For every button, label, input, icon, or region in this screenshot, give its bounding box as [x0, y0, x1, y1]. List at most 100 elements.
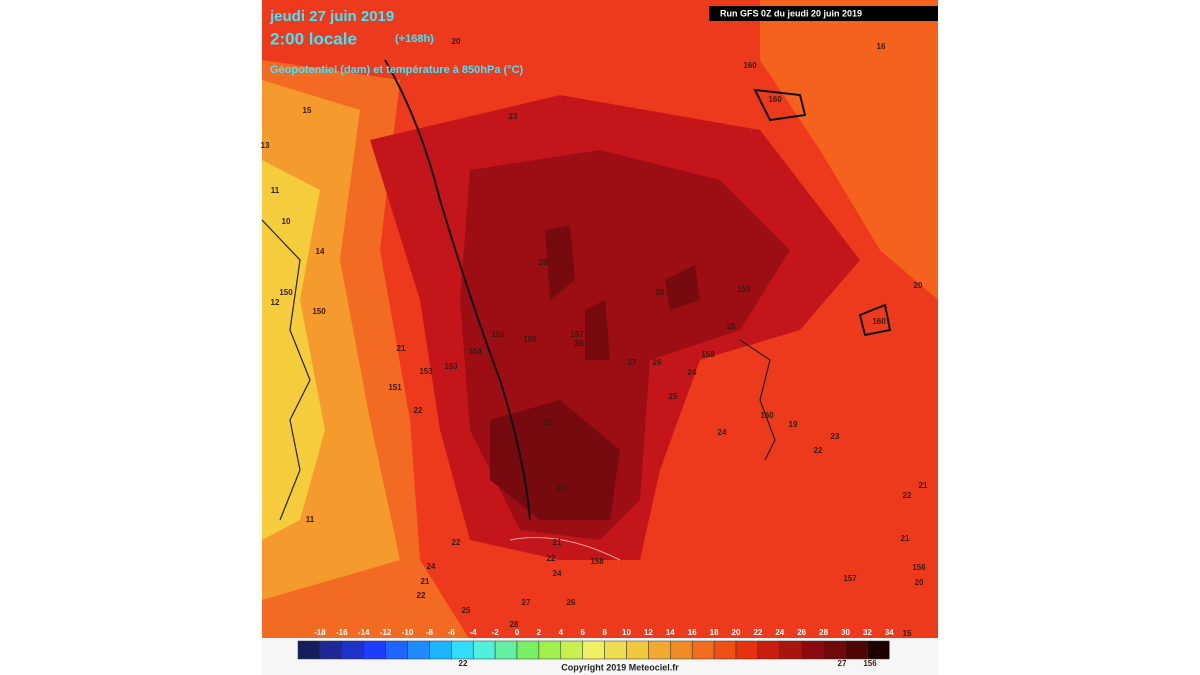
legend-cell — [823, 640, 846, 660]
legend-cell — [757, 640, 781, 660]
contour-label: 14 — [316, 247, 325, 256]
legend-cell — [582, 640, 605, 660]
contour-label: 28 — [656, 288, 665, 297]
legend-cell — [713, 640, 737, 660]
legend-cell — [516, 640, 540, 660]
contour-label: 22 — [459, 659, 468, 668]
legend-tick-label: 20 — [732, 628, 741, 637]
contour-label: 158 — [590, 557, 604, 566]
contour-label: 27 — [838, 659, 847, 668]
geopotential-contour — [753, 88, 892, 337]
legend-tick-label: -8 — [426, 628, 434, 637]
legend-tick-label: 30 — [841, 628, 850, 637]
contour-label: 160 — [872, 317, 886, 326]
contour-label: 25 — [462, 606, 471, 615]
legend-cell — [648, 640, 671, 660]
legend-tick-label: -16 — [336, 628, 348, 637]
copyright: Copyright 2019 Meteociel.fr — [561, 662, 679, 672]
legend-tick-label: -4 — [470, 628, 478, 637]
legend-cell — [867, 640, 890, 660]
legend-cell — [779, 640, 802, 660]
contour-label: 154 — [468, 347, 482, 356]
contour-label: 22 — [814, 446, 823, 455]
contour-label: 158 — [701, 350, 715, 359]
contour-label: 10 — [282, 217, 291, 226]
contour-label: 159 — [737, 285, 751, 294]
legend-tick-label: 34 — [885, 628, 894, 637]
contour-label: 20 — [915, 578, 924, 587]
legend-cell — [407, 640, 430, 660]
legend-tick-label: -10 — [402, 628, 414, 637]
contour-label: 22 — [547, 554, 556, 563]
contour-label: 11 — [271, 186, 280, 195]
run-info: Run GFS 0Z du jeudi 20 juin 2019 — [720, 8, 862, 18]
contour-label: 21 — [553, 538, 562, 547]
contour-label: 22 — [414, 406, 423, 415]
contour-label: 157 — [570, 330, 584, 339]
contour-label: 156 — [912, 563, 926, 572]
legend-tick-label: 6 — [580, 628, 585, 637]
isotherm — [509, 537, 621, 561]
run-box — [709, 6, 938, 21]
legend-cell — [472, 640, 496, 660]
contour-label: 12 — [271, 298, 280, 307]
legend-cell — [429, 640, 452, 660]
legend-cell — [494, 640, 518, 660]
cool-zone — [262, 160, 325, 540]
contour-label: 29 — [557, 484, 566, 493]
legend-cell — [297, 640, 321, 660]
warm-zone — [760, 0, 938, 300]
contour-label: 20 — [914, 281, 923, 290]
contour-label: 20 — [452, 37, 461, 46]
coastline — [739, 339, 776, 461]
map-time: 2:00 locale — [270, 29, 357, 48]
legend-tick-label: 10 — [622, 628, 631, 637]
legend-cell — [845, 640, 868, 660]
map-date: jeudi 27 juin 2019 — [269, 8, 394, 25]
legend-cell — [801, 640, 824, 660]
legend-tick-label: 12 — [644, 628, 653, 637]
contour-label: 150 — [279, 288, 293, 297]
contour-label: 15 — [903, 629, 912, 638]
contour-label: 24 — [718, 428, 727, 437]
legend-cell — [560, 640, 583, 660]
legend-tick-label: 4 — [559, 628, 564, 637]
legend-tick-label: -6 — [448, 628, 456, 637]
contour-label: 11 — [306, 515, 315, 524]
contour-label: 22 — [452, 538, 461, 547]
contour-label: 23 — [831, 432, 840, 441]
contour-label: 28 — [510, 620, 519, 629]
legend-cell — [670, 640, 693, 660]
contour-label: 155 — [491, 330, 505, 339]
contour-label: 26 — [653, 358, 662, 367]
contour-label: 24 — [553, 569, 562, 578]
contour-label: 28 — [544, 418, 553, 427]
contour-label: 16 — [877, 42, 886, 51]
contour-label: 22 — [903, 491, 912, 500]
legend-tick-label: 16 — [688, 628, 697, 637]
contour-label: 24 — [427, 562, 436, 571]
contour-label: 160 — [768, 95, 782, 104]
contour-label: 24 — [688, 368, 697, 377]
legend-cell — [691, 640, 715, 660]
contour-label: 26 — [567, 598, 576, 607]
legend-cell — [341, 640, 364, 660]
legend-tick-label: 18 — [710, 628, 719, 637]
legend-cell — [319, 640, 343, 660]
legend-tick-label: -2 — [492, 628, 500, 637]
contour-label: 28 — [727, 322, 736, 331]
legend-tick-label: 0 — [515, 628, 520, 637]
legend-cell — [604, 640, 627, 660]
legend-tick-label: 28 — [819, 628, 828, 637]
contour-label: 153 — [444, 362, 458, 371]
contour-label: 22 — [417, 591, 426, 600]
contour-label: 28 — [575, 339, 584, 348]
legend-cell — [363, 640, 386, 660]
contour-label: 153 — [419, 367, 433, 376]
legend-tick-label: 24 — [775, 628, 784, 637]
contour-label: 156 — [863, 659, 877, 668]
contour-label: 13 — [261, 141, 270, 150]
contour-label: 28 — [539, 258, 548, 267]
contour-label: 21 — [421, 577, 430, 586]
